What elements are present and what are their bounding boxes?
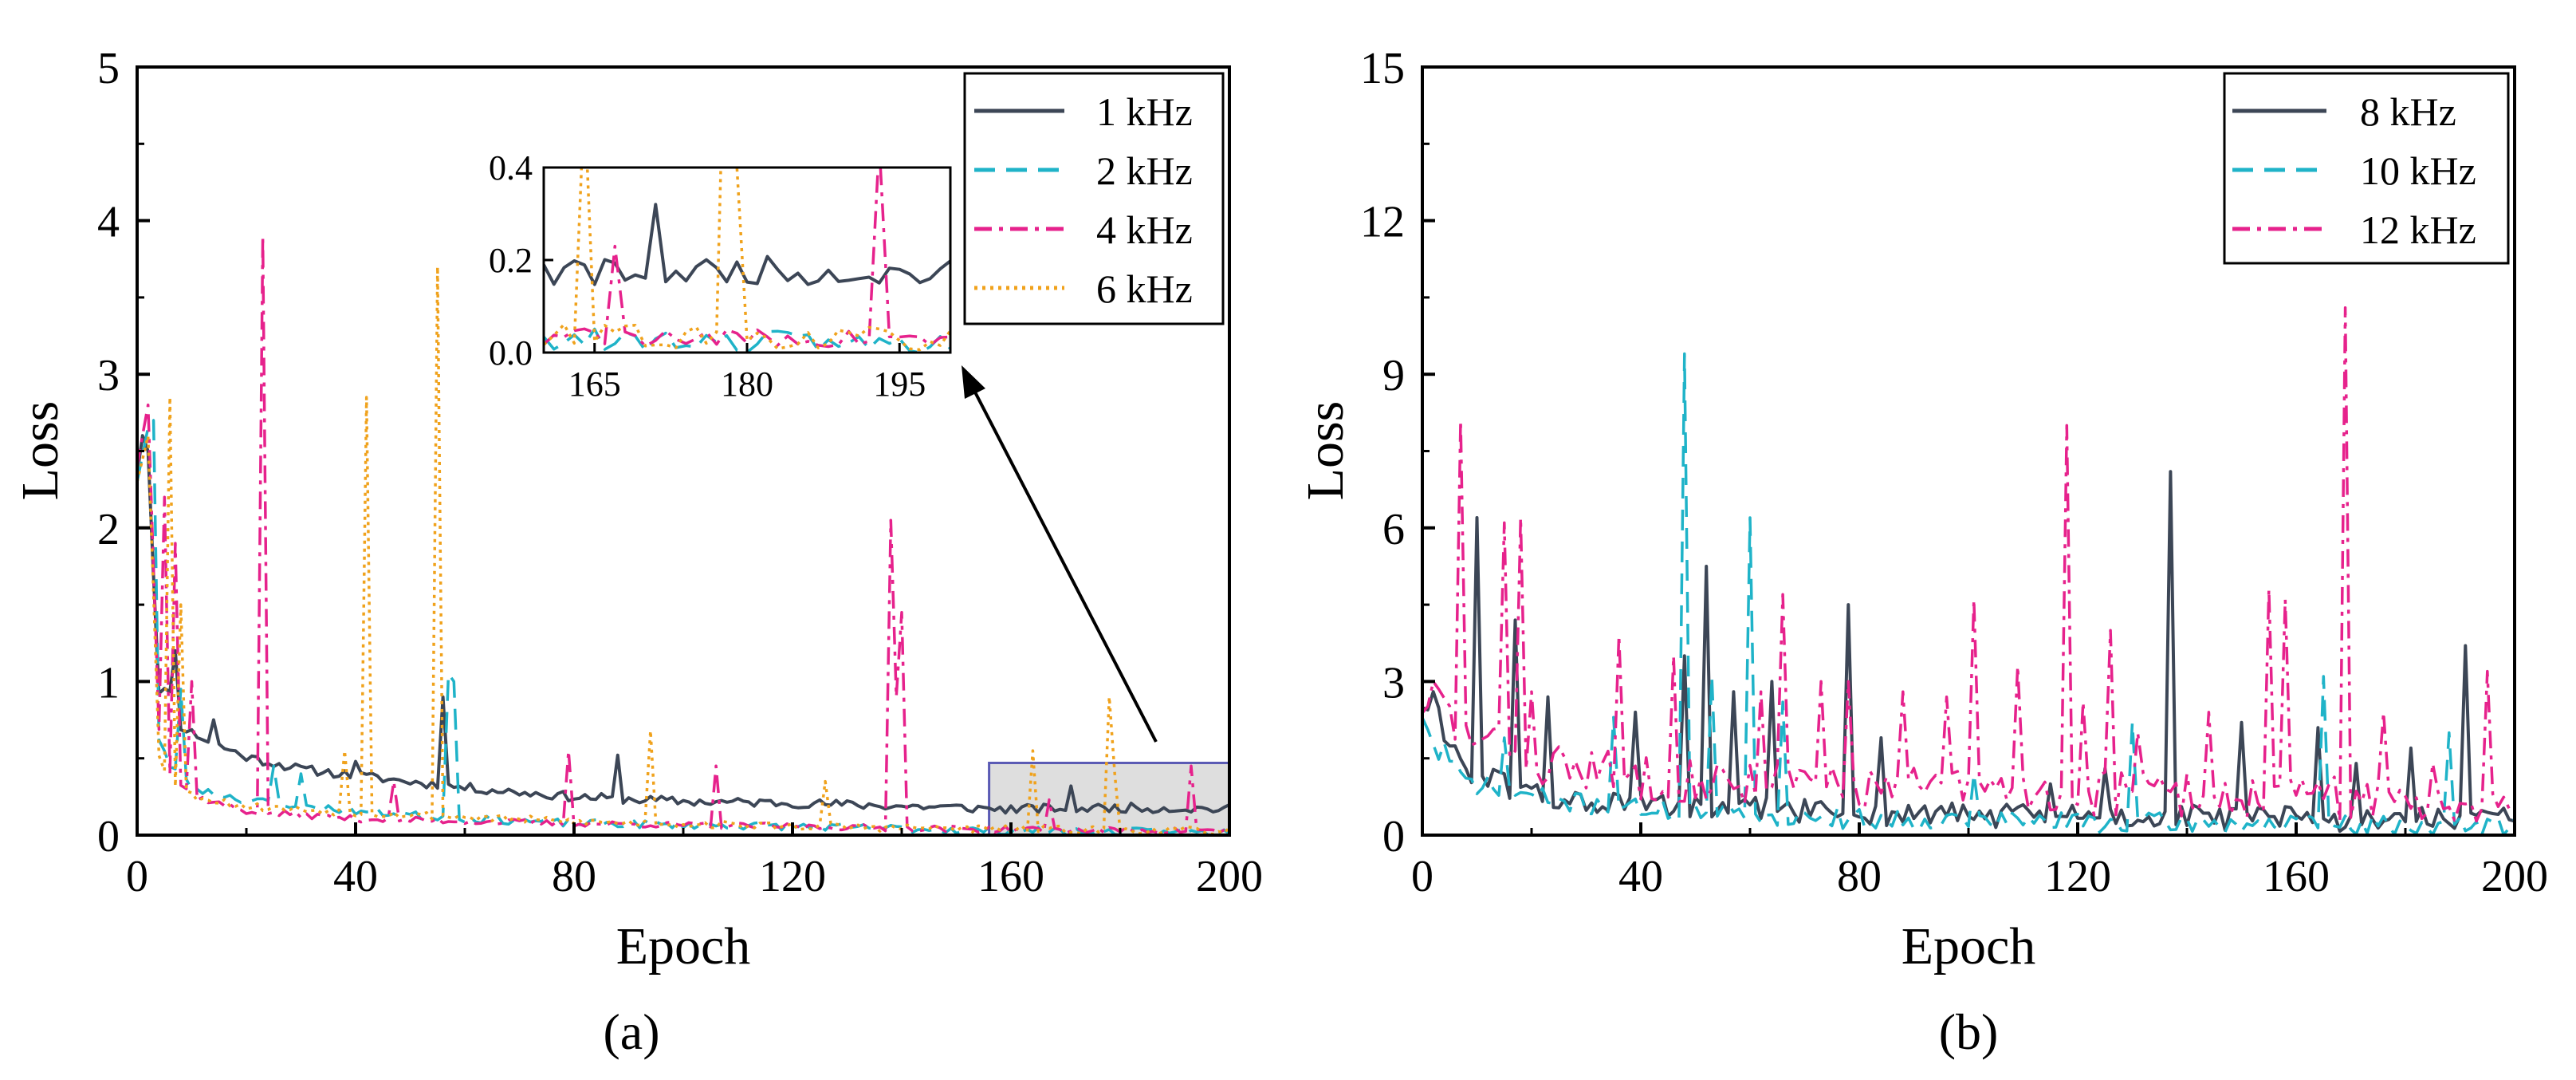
inset-ytick-label: 0.2 [489,241,533,280]
chart-a-ytick-label: 2 [97,505,120,554]
chart-a-ylabel: Loss [11,401,69,501]
chart-a-xtick-label: 0 [126,852,148,901]
chart-b-series-12khz [1422,305,2515,823]
chart-a-xlabel: Epoch [616,917,751,976]
chart-b-series-10khz [1422,352,2515,835]
legend-label-10khz: 10 kHz [2360,148,2476,193]
chart-a-ytick-label: 0 [97,812,120,861]
chart-b-ytick-label: 0 [1382,812,1405,861]
chart-b-xtick-label: 80 [1837,852,1882,901]
legend-label-1khz: 1 kHz [1096,89,1193,134]
chart-a-xtick-label: 160 [977,852,1044,901]
chart-b: 0 40 80 120 160 200 0 3 6 9 12 15 Epoch Loss 8 kHz … [1296,44,2548,1060]
inset-series-1khz [544,203,950,286]
panel-b-label: (b) [1939,1003,1999,1060]
chart-a-xtick-label: 80 [552,852,596,901]
chart-b-xtick-label: 0 [1411,852,1434,901]
chart-b-xtick-label: 160 [2263,852,2330,901]
chart-a-ytick-label: 3 [97,351,120,400]
zoom-arrow-line [969,384,1158,743]
chart-a-legend-box [963,72,1225,325]
chart-b-xtick-label: 200 [2481,852,2548,901]
chart-a-ticks: 0 40 80 120 160 200 0 1 2 3 4 5 [97,44,1263,901]
chart-a-xtick-label: 40 [333,852,378,901]
zoom-arrow [962,365,1158,743]
panel-a-label: (a) [603,1003,659,1060]
chart-b-xlabel: Epoch [1902,917,2036,976]
chart-a-xtick-label: 120 [759,852,826,901]
inset-xtick-label: 180 [721,365,773,404]
chart-b-ytick-label: 9 [1382,351,1405,400]
inset-ytick-label: 0.4 [489,148,533,187]
chart-a-series-6khz [137,265,1229,835]
chart-a: 0 40 80 120 160 200 0 1 2 3 4 5 Epoch Loss 1 kHz 2 … [11,44,1263,1060]
inset-series-group [544,168,950,353]
inset-series-4khz [544,168,950,349]
chart-b-xtick-label: 40 [1618,852,1663,901]
chart-a-xtick-label: 200 [1196,852,1263,901]
inset-ticks: 165 180 195 0.0 0.2 0.4 [489,148,926,404]
zoom-arrow-head [962,365,985,399]
legend-label-8khz: 8 kHz [2360,89,2456,134]
chart-a-ytick-label: 5 [97,44,120,93]
inset-xtick-label: 165 [568,365,621,404]
chart-b-legend: 8 kHz 10 kHz 12 kHz [2223,72,2510,265]
chart-a-series-2khz [137,419,1229,835]
inset-xtick-label: 195 [873,365,926,404]
chart-b-ylabel: Loss [1296,401,1355,501]
legend-label-4khz: 4 kHz [1096,207,1193,252]
chart-a-series-group [137,235,1229,835]
inset-ytick-label: 0.0 [489,333,533,372]
chart-b-series-group [1422,305,2515,835]
chart-b-ytick-label: 15 [1360,44,1405,93]
legend-label-2khz: 2 kHz [1096,148,1193,193]
chart-b-xtick-label: 120 [2044,852,2111,901]
inset-series-2khz [544,327,950,353]
chart-b-ticks: 0 40 80 120 160 200 0 3 6 9 12 15 [1360,44,2548,901]
chart-a-legend: 1 kHz 2 kHz 4 kHz 6 kHz [963,72,1225,325]
chart-b-ytick-label: 3 [1382,658,1405,708]
chart-a-ytick-label: 1 [97,658,120,708]
inset-series-6khz [544,168,950,352]
chart-b-ytick-label: 12 [1360,198,1405,247]
legend-label-12khz: 12 kHz [2360,207,2476,252]
legend-label-6khz: 6 kHz [1096,266,1193,311]
chart-a-inset: 165 180 195 0.0 0.2 0.4 [489,148,952,404]
chart-b-ytick-label: 6 [1382,505,1405,554]
chart-a-ytick-label: 4 [97,198,120,247]
